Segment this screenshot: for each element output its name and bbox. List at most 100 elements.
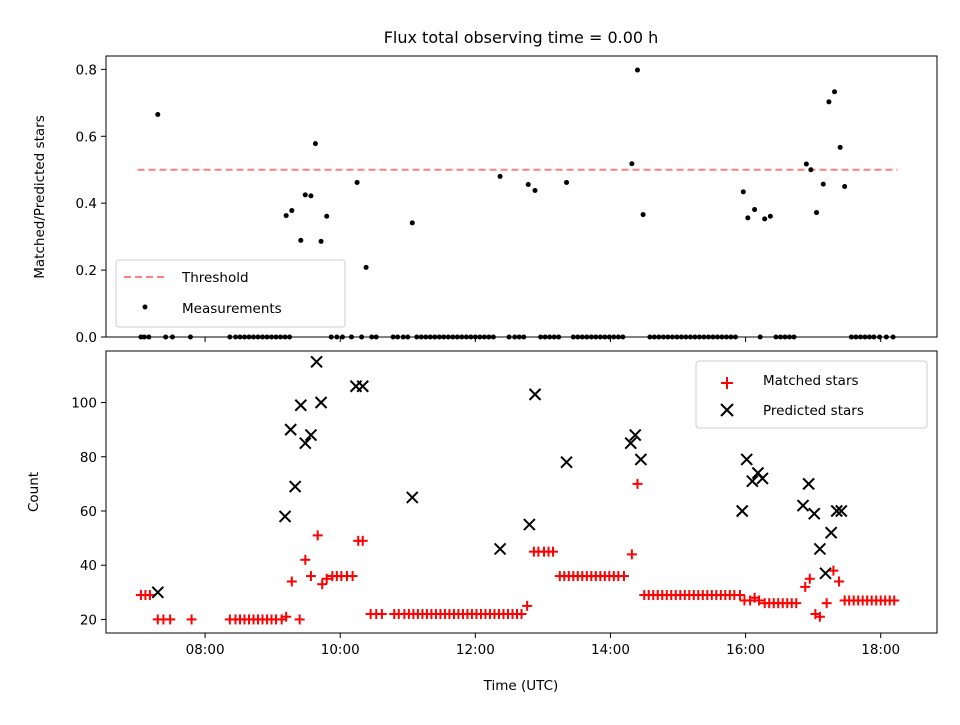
matched-point bbox=[548, 546, 559, 557]
predicted-point bbox=[310, 355, 323, 369]
legend-measurements-swatch bbox=[142, 304, 148, 310]
bottom-panel: 08:00 10:00 12:00 14:00 16:00 18:00 20 40 60 80 10… bbox=[26, 350, 938, 694]
measurement-point bbox=[826, 99, 832, 105]
predicted-point bbox=[634, 453, 648, 466]
y-tick-label: 0.6 bbox=[76, 129, 97, 145]
predicted-point bbox=[830, 504, 843, 518]
bottom-plot-area bbox=[135, 355, 900, 625]
predicted-point bbox=[740, 453, 753, 466]
matched-point bbox=[376, 609, 387, 620]
measurement-point bbox=[629, 161, 635, 167]
y-tick-label: 0.4 bbox=[76, 196, 97, 212]
predicted-point bbox=[735, 504, 749, 518]
predicted-point bbox=[294, 399, 308, 412]
measurement-point bbox=[752, 207, 758, 213]
measurement-point bbox=[640, 212, 646, 218]
measurement-point bbox=[308, 193, 314, 199]
matched-point bbox=[791, 598, 802, 609]
top-axes-frame bbox=[105, 55, 938, 338]
matched-point bbox=[294, 614, 305, 625]
top-ticks: 0.0 0.2 0.4 0.6 0.8 bbox=[76, 62, 882, 346]
matched-point bbox=[814, 611, 825, 622]
predicted-point bbox=[528, 388, 542, 401]
predicted-point bbox=[314, 396, 328, 409]
matched-point bbox=[516, 609, 527, 620]
matched-point bbox=[286, 576, 297, 587]
measurement-point bbox=[808, 167, 814, 173]
x-tick-label: 18:00 bbox=[861, 642, 900, 658]
measurement-point bbox=[837, 144, 843, 150]
predicted-point bbox=[304, 428, 318, 442]
measurement-point bbox=[497, 173, 503, 179]
predicted-point bbox=[802, 477, 815, 491]
y-tick-label: 20 bbox=[80, 612, 97, 628]
measurement-point bbox=[363, 264, 369, 270]
matched-point bbox=[281, 611, 292, 622]
y-tick-label: 80 bbox=[80, 450, 97, 466]
measurement-point bbox=[298, 237, 304, 243]
measurement-point bbox=[564, 179, 570, 185]
measurement-point bbox=[155, 112, 161, 118]
measurement-point bbox=[814, 210, 820, 216]
chart-title: Flux total observing time = 0.00 h bbox=[384, 28, 659, 47]
predicted-point bbox=[819, 567, 832, 580]
measurement-point bbox=[312, 141, 318, 147]
matched-point bbox=[618, 571, 629, 582]
predicted-point bbox=[299, 436, 312, 450]
predicted-point bbox=[278, 510, 292, 523]
x-tick-label: 08:00 bbox=[186, 642, 225, 658]
measurement-point bbox=[842, 183, 848, 189]
measurement-point bbox=[745, 215, 751, 221]
measurement-point bbox=[409, 220, 415, 226]
bottom-ticks: 08:00 10:00 12:00 14:00 16:00 18:00 20 40 60 80 10… bbox=[71, 396, 900, 658]
matched-point bbox=[626, 549, 637, 560]
matched-point bbox=[734, 590, 745, 601]
measurement-point bbox=[318, 238, 324, 244]
matched-point bbox=[186, 614, 197, 625]
bottom-axes-frame bbox=[105, 350, 938, 634]
measurement-point bbox=[283, 213, 289, 219]
legend-matched-label: Matched stars bbox=[763, 373, 859, 389]
top-legend: Threshold Measurements bbox=[115, 259, 346, 328]
top-panel: 0.00.20.40.60.8 Matched/Predicted stars … bbox=[32, 55, 938, 346]
measurement-point bbox=[532, 187, 538, 193]
measurement-point bbox=[324, 213, 330, 219]
measurement-point bbox=[740, 189, 746, 195]
legend-matched-swatch bbox=[721, 377, 733, 389]
measurement-point bbox=[525, 181, 531, 187]
matched-point bbox=[300, 554, 311, 565]
matched-point bbox=[632, 478, 643, 489]
y-tick-label: 0.0 bbox=[76, 330, 97, 346]
matched-point bbox=[800, 581, 811, 592]
predicted-point bbox=[835, 504, 848, 518]
predicted-point bbox=[493, 542, 507, 556]
measurement-point bbox=[767, 213, 773, 219]
predicted-point bbox=[151, 586, 165, 599]
bottom-legend: Matched stars Predicted stars bbox=[695, 360, 928, 429]
measurement-point bbox=[289, 208, 295, 214]
y-tick-label: 60 bbox=[80, 504, 97, 520]
predicted-point bbox=[560, 455, 573, 469]
matched-point bbox=[357, 535, 368, 546]
predicted-point bbox=[808, 507, 821, 520]
matched-point bbox=[165, 614, 176, 625]
measurement-point bbox=[762, 216, 768, 222]
matched-point bbox=[321, 573, 332, 584]
matched-point bbox=[754, 595, 765, 606]
matched-point bbox=[317, 579, 328, 590]
measurement-point bbox=[820, 181, 826, 187]
top-y-axis-label: Matched/Predicted stars bbox=[32, 115, 48, 278]
matched-point bbox=[889, 595, 900, 606]
measurement-point bbox=[354, 179, 360, 185]
matched-point bbox=[522, 600, 533, 611]
predicted-point bbox=[796, 499, 810, 512]
predicted-point bbox=[746, 474, 759, 488]
legend-threshold-label: Threshold bbox=[181, 270, 249, 286]
matched-point bbox=[821, 598, 832, 609]
matched-point bbox=[834, 576, 845, 587]
predicted-point bbox=[288, 480, 302, 493]
y-tick-label: 40 bbox=[80, 558, 97, 574]
x-tick-label: 16:00 bbox=[726, 642, 765, 658]
predicted-point bbox=[824, 526, 838, 539]
